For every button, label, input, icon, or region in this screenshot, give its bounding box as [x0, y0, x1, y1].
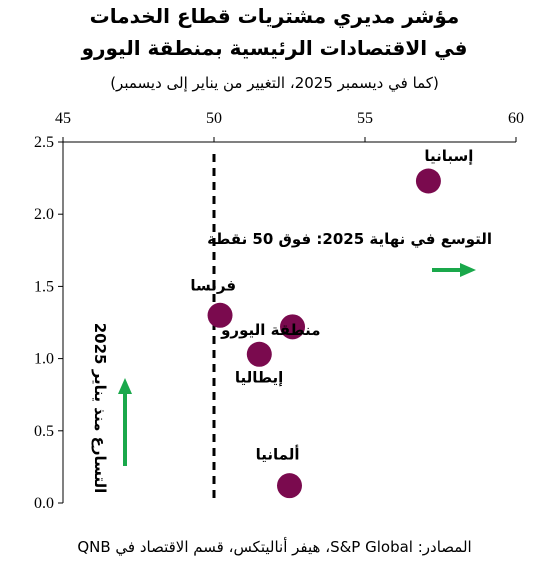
data-point-label: إسبانيا: [424, 147, 473, 165]
source-note: المصادر: S&P Global، هيفر أناليتكس، قسم …: [77, 538, 472, 556]
x-tick-label: 60: [508, 110, 524, 127]
x-tick-label: 50: [206, 110, 222, 127]
y-tick-label: 0.5: [34, 423, 54, 440]
data-point: [415, 168, 441, 194]
data-point: [246, 341, 272, 367]
chart-title-line-2: في الاقتصادات الرئيسية بمنطقة اليورو: [81, 36, 468, 60]
up-arrow-head: [118, 378, 132, 394]
data-point-label: ألمانيا: [256, 445, 300, 464]
data-point: [280, 314, 306, 340]
y-tick-label: 0.0: [34, 495, 54, 512]
chart-subtitle: (كما في ديسمبر 2025، التغيير من يناير إل…: [110, 74, 439, 92]
chart-title-line-1: مؤشر مديري مشتريات قطاع الخدمات: [89, 4, 460, 28]
y-tick-label: 1.5: [34, 278, 54, 295]
x-tick-label: 45: [55, 110, 71, 127]
y-tick-label: 2.0: [34, 206, 54, 223]
expansion-annotation: التوسع في نهاية 2025: فوق 50 نقطة: [207, 230, 492, 248]
y-tick-label: 1.0: [34, 351, 54, 368]
acceleration-annotation: التسارع منذ يناير 2025: [91, 323, 109, 494]
data-point: [207, 302, 233, 328]
y-tick-label: 2.5: [34, 134, 54, 151]
data-point-label: فرنسا: [190, 276, 236, 294]
data-point-label: منطقة اليورو: [220, 321, 320, 339]
data-point: [277, 473, 302, 499]
right-arrow-head: [460, 263, 476, 277]
data-point-label: إيطاليا: [235, 368, 283, 386]
x-tick-label: 55: [357, 110, 373, 127]
